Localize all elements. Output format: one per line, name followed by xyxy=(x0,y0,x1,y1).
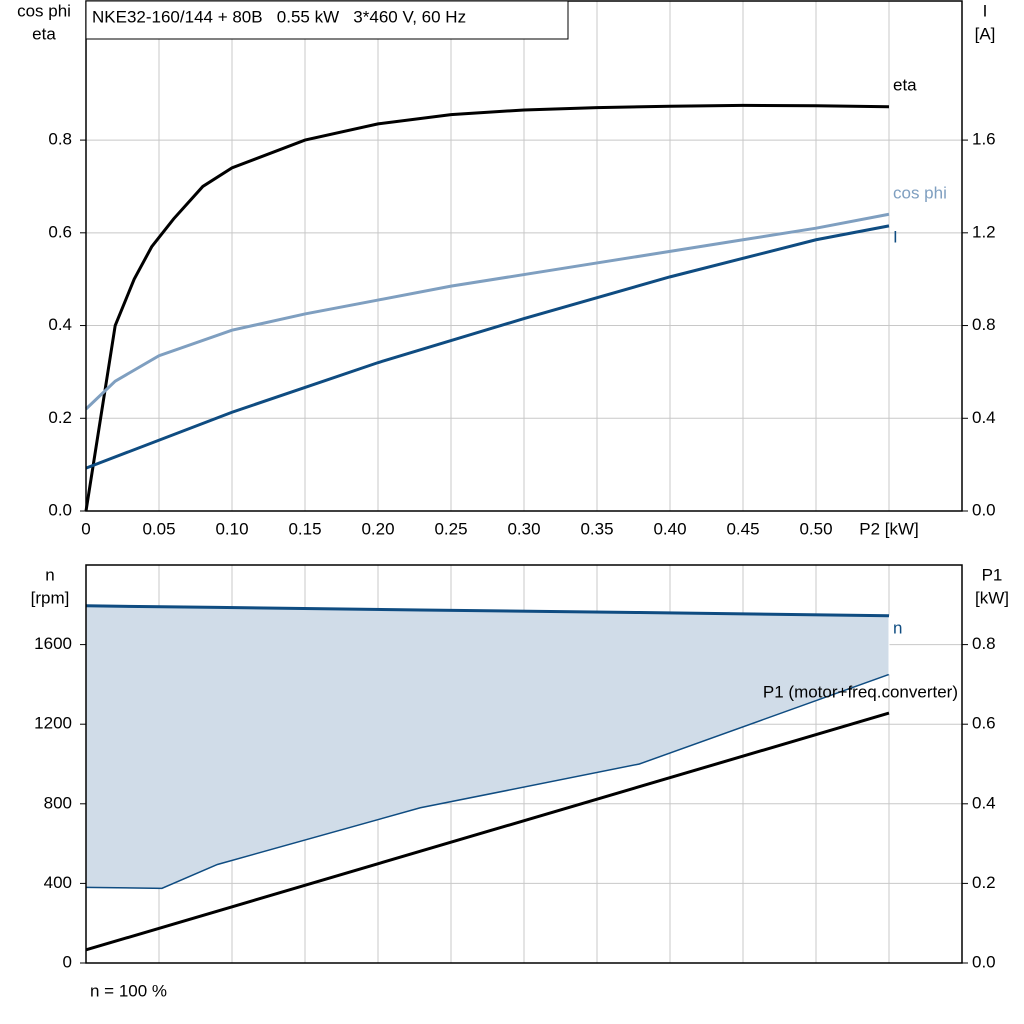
y-tick-label: 800 xyxy=(44,793,72,812)
plot-frame xyxy=(85,564,963,964)
y2-tick-label: 1.6 xyxy=(972,130,996,149)
series-label: n xyxy=(893,618,902,637)
y2-axis-label: P1 xyxy=(982,565,1003,584)
y-axis-label: eta xyxy=(32,24,56,43)
x-tick-label: 0.25 xyxy=(434,519,467,538)
y-tick-label: 0.2 xyxy=(48,408,72,427)
x-tick-label: 0.40 xyxy=(653,519,686,538)
x-tick-label: 0.30 xyxy=(507,519,540,538)
y2-tick-label: 1.2 xyxy=(972,222,996,241)
y-tick-label: 0.0 xyxy=(48,500,72,519)
y2-tick-label: 0.8 xyxy=(972,634,996,653)
y-axis-label: [rpm] xyxy=(31,588,70,607)
speed-band xyxy=(86,605,889,889)
y2-tick-label: 0.0 xyxy=(972,500,996,519)
chart-title: NKE32-160/144 + 80B 0.55 kW 3*460 V, 60 … xyxy=(92,7,466,26)
y2-tick-label: 0.4 xyxy=(972,408,996,427)
series-line xyxy=(85,224,890,470)
y2-axis-label: [A] xyxy=(975,24,996,43)
y-tick-label: 0 xyxy=(63,952,72,971)
x-tick-label: 0.20 xyxy=(361,519,394,538)
y-tick-label: 1600 xyxy=(34,634,72,653)
y-axis-label: cos phi xyxy=(17,1,71,20)
series-line xyxy=(85,711,890,952)
x-tick-label: 0.15 xyxy=(288,519,321,538)
y-tick-label: 0.8 xyxy=(48,130,72,149)
y2-tick-label: 0.0 xyxy=(972,952,996,971)
y-tick-label: 400 xyxy=(44,873,72,892)
y2-axis-label: I xyxy=(983,1,988,20)
x-tick-label: 0.35 xyxy=(580,519,613,538)
x-tick-label: P2 [kW] xyxy=(859,519,919,538)
x-tick-label: 0.05 xyxy=(142,519,175,538)
series-label: eta xyxy=(893,75,917,94)
series-label: cos phi xyxy=(893,183,947,202)
series-line xyxy=(85,604,890,618)
y2-axis-label: [kW] xyxy=(975,588,1009,607)
speed-min-line xyxy=(85,673,890,890)
footer-note: n = 100 % xyxy=(90,981,167,1000)
y2-tick-label: 0.6 xyxy=(972,714,996,733)
y2-tick-label: 0.2 xyxy=(972,873,996,892)
y-tick-label: 0.6 xyxy=(48,222,72,241)
x-tick-label: 0 xyxy=(81,519,90,538)
y-tick-label: 1200 xyxy=(34,714,72,733)
y-tick-label: 0.4 xyxy=(48,315,72,334)
x-tick-label: 0.10 xyxy=(215,519,248,538)
title-box xyxy=(85,0,569,40)
y2-tick-label: 0.4 xyxy=(972,793,996,812)
series-label: P1 (motor+freq.converter) xyxy=(763,682,958,701)
y2-tick-label: 0.8 xyxy=(972,315,996,334)
series-line xyxy=(84,103,890,512)
x-tick-label: 0.45 xyxy=(726,519,759,538)
series-label: I xyxy=(893,227,898,246)
series-line xyxy=(84,212,890,411)
y-axis-label: n xyxy=(45,565,54,584)
x-tick-label: 0.50 xyxy=(799,519,832,538)
